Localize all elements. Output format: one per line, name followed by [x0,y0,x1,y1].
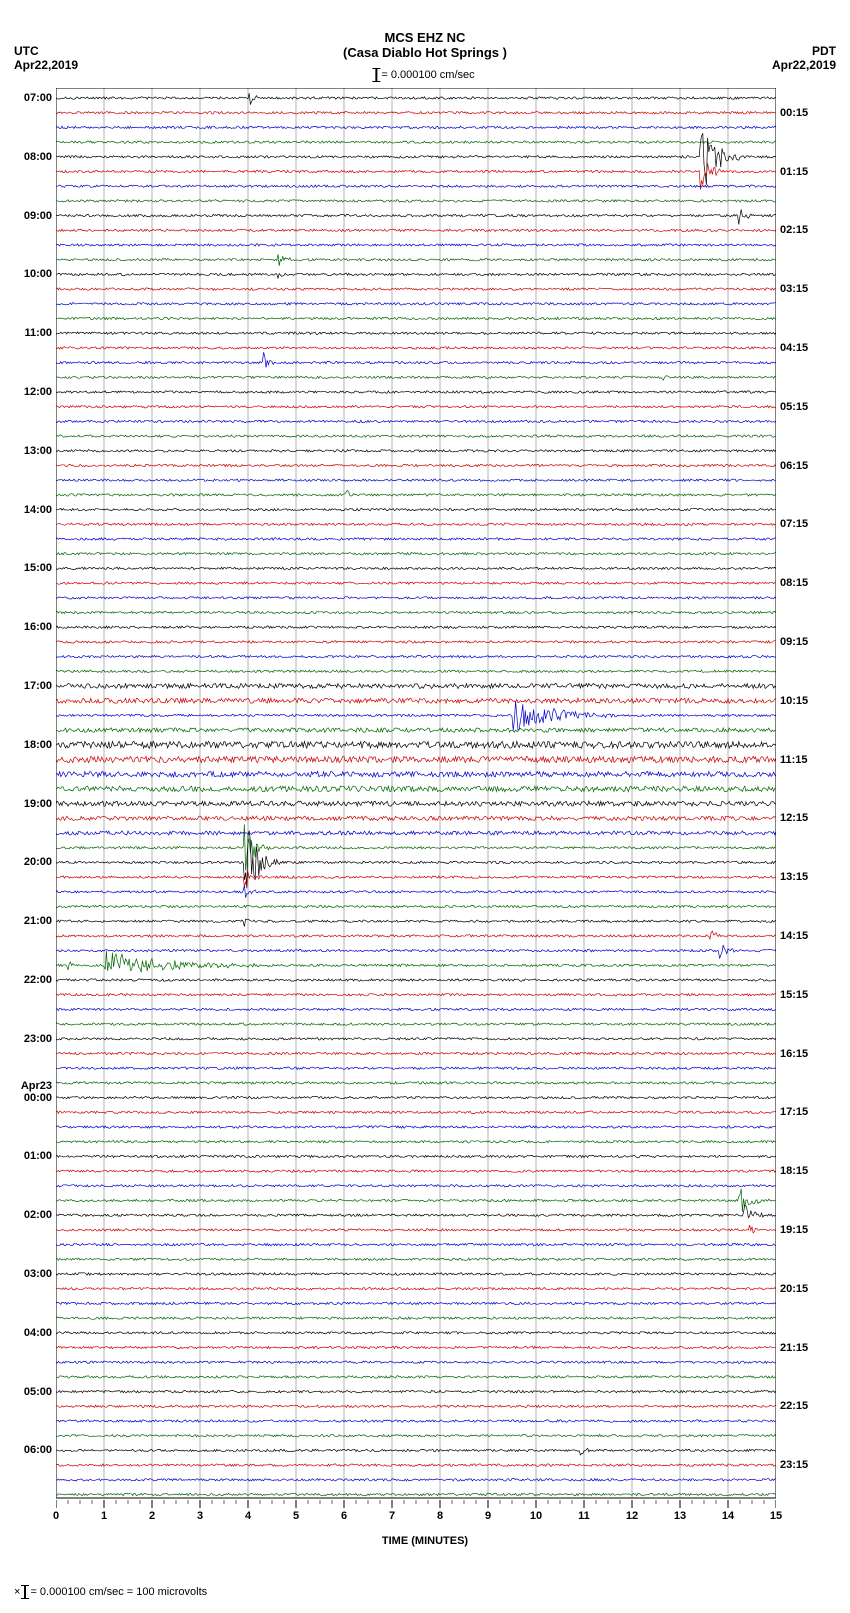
x-tick-label: 5 [286,1510,306,1522]
date-left: Apr22,2019 [14,58,78,72]
pdt-time-label: 00:15 [780,107,830,119]
footer-prefix: × [14,1586,20,1598]
scale-bar-icon [24,1585,26,1599]
x-tick-label: 1 [94,1510,114,1522]
x-tick-label: 15 [766,1510,786,1522]
utc-time-label: 13:00 [2,445,52,457]
pdt-time-label: 12:15 [780,812,830,824]
x-tick-label: 11 [574,1510,594,1522]
utc-time-label: 07:00 [2,92,52,104]
utc-time-label: 12:00 [2,386,52,398]
utc-time-label: 01:00 [2,1150,52,1162]
date-right: Apr22,2019 [772,58,836,72]
pdt-time-label: 23:15 [780,1459,830,1471]
pdt-time-label: 01:15 [780,166,830,178]
station-location: (Casa Diablo Hot Springs ) [0,45,850,60]
footer-text: = 0.000100 cm/sec = 100 microvolts [30,1586,207,1598]
day-break-label: Apr23 [2,1080,52,1092]
utc-time-label: 15:00 [2,562,52,574]
x-tick-label: 3 [190,1510,210,1522]
seismogram-plot [56,88,776,1518]
footer-scale: × = 0.000100 cm/sec = 100 microvolts [14,1585,207,1599]
utc-time-label: 02:00 [2,1209,52,1221]
seismogram-svg [56,88,776,1518]
x-tick-label: 0 [46,1510,66,1522]
pdt-time-label: 19:15 [780,1224,830,1236]
x-tick-label: 10 [526,1510,546,1522]
utc-time-label: 08:00 [2,151,52,163]
utc-time-label: 00:00 [2,1092,52,1104]
timezone-left: UTC [14,44,39,58]
pdt-time-label: 07:15 [780,518,830,530]
pdt-time-label: 06:15 [780,460,830,472]
x-axis-label: TIME (MINUTES) [0,1535,850,1547]
utc-time-label: 18:00 [2,739,52,751]
x-tick-label: 2 [142,1510,162,1522]
utc-time-label: 09:00 [2,210,52,222]
scale-text: = 0.000100 cm/sec [381,69,474,81]
station-code: MCS EHZ NC [0,30,850,45]
scale-bar-icon [375,68,377,82]
utc-time-label: 14:00 [2,504,52,516]
pdt-time-label: 21:15 [780,1342,830,1354]
pdt-time-label: 05:15 [780,401,830,413]
pdt-time-label: 22:15 [780,1400,830,1412]
x-tick-label: 14 [718,1510,738,1522]
utc-time-label: 21:00 [2,915,52,927]
utc-time-label: 17:00 [2,680,52,692]
pdt-time-label: 08:15 [780,577,830,589]
x-tick-label: 7 [382,1510,402,1522]
scale-indicator: = 0.000100 cm/sec [375,68,474,82]
x-tick-label: 9 [478,1510,498,1522]
utc-time-label: 04:00 [2,1327,52,1339]
pdt-time-label: 17:15 [780,1106,830,1118]
x-tick-label: 8 [430,1510,450,1522]
utc-time-label: 05:00 [2,1386,52,1398]
x-tick-label: 4 [238,1510,258,1522]
pdt-time-label: 18:15 [780,1165,830,1177]
pdt-time-label: 14:15 [780,930,830,942]
utc-time-label: 10:00 [2,268,52,280]
pdt-time-label: 02:15 [780,224,830,236]
utc-time-label: 06:00 [2,1444,52,1456]
pdt-time-label: 04:15 [780,342,830,354]
pdt-time-label: 10:15 [780,695,830,707]
x-tick-label: 13 [670,1510,690,1522]
x-tick-label: 6 [334,1510,354,1522]
timezone-right: PDT [812,44,836,58]
x-tick-label: 12 [622,1510,642,1522]
pdt-time-label: 09:15 [780,636,830,648]
chart-title: MCS EHZ NC (Casa Diablo Hot Springs ) [0,30,850,60]
pdt-time-label: 11:15 [780,754,830,766]
utc-time-label: 23:00 [2,1033,52,1045]
utc-time-label: 03:00 [2,1268,52,1280]
utc-time-label: 11:00 [2,327,52,339]
pdt-time-label: 16:15 [780,1048,830,1060]
pdt-time-label: 15:15 [780,989,830,1001]
pdt-time-label: 13:15 [780,871,830,883]
utc-time-label: 20:00 [2,856,52,868]
utc-time-label: 16:00 [2,621,52,633]
pdt-time-label: 03:15 [780,283,830,295]
utc-time-label: 19:00 [2,798,52,810]
pdt-time-label: 20:15 [780,1283,830,1295]
utc-time-label: 22:00 [2,974,52,986]
